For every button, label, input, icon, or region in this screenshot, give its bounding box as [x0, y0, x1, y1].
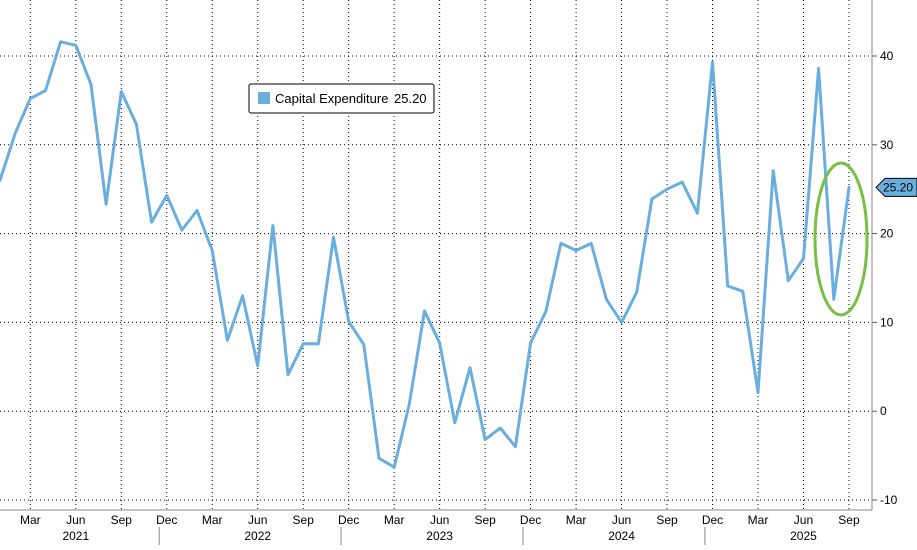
x-tick-label: Mar [20, 513, 41, 527]
grid-lines [0, 0, 872, 510]
x-year-label: 2025 [790, 529, 817, 543]
y-tick-label: 30 [880, 138, 894, 152]
x-tick-label: Sep [474, 513, 496, 527]
x-tick-label: Mar [384, 513, 405, 527]
x-tick-label: Mar [566, 513, 587, 527]
x-tick-label: Sep [293, 513, 315, 527]
last-value-badge-shape [875, 177, 917, 197]
legend-box [248, 83, 435, 114]
legend-swatch [258, 92, 270, 104]
legend-value: 25.20 [394, 91, 427, 106]
x-tick-label: Jun [248, 513, 267, 527]
x-year-label: 2023 [426, 529, 453, 543]
annotations [813, 161, 869, 317]
x-tick-label: Mar [202, 513, 223, 527]
x-year-label: 2022 [244, 529, 271, 543]
x-year-label: 2021 [62, 529, 89, 543]
series-line-capex [0, 40, 851, 469]
annotation-ellipse [813, 161, 869, 317]
legend: Capital Expenditure 25.20 [248, 83, 435, 114]
x-tick-label: Mar [748, 513, 769, 527]
y-tick-label: 0 [880, 404, 887, 418]
x-tick-label: Sep [111, 513, 133, 527]
y-tick-label: -10 [880, 493, 898, 507]
y-tick-label: 10 [880, 315, 894, 329]
y-tick-label: 20 [880, 227, 894, 241]
x-tick-label: Dec [338, 513, 359, 527]
x-year-label: 2024 [608, 529, 635, 543]
x-tick-label: Jun [794, 513, 813, 527]
x-tick-label: Jun [66, 513, 85, 527]
legend-series-label: Capital Expenditure [275, 91, 388, 106]
x-tick-label: Jun [430, 513, 449, 527]
x-tick-label: Jun [612, 513, 631, 527]
x-tick-label: Dec [520, 513, 541, 527]
x-tick-label: Sep [838, 513, 860, 527]
series-lines [0, 40, 851, 469]
last-value-badge-label: 25.20 [883, 180, 913, 194]
x-tick-label: Sep [656, 513, 678, 527]
x-tick-label: Dec [156, 513, 177, 527]
axes: 40 30 20 10 0 -10 Mar Jun Sep Dec Mar Jun Sep Dec Mar J… [0, 0, 898, 545]
y-tick-label: 40 [880, 49, 894, 63]
x-tick-label: Dec [702, 513, 723, 527]
last-value-badge: 25.20 [875, 177, 917, 197]
